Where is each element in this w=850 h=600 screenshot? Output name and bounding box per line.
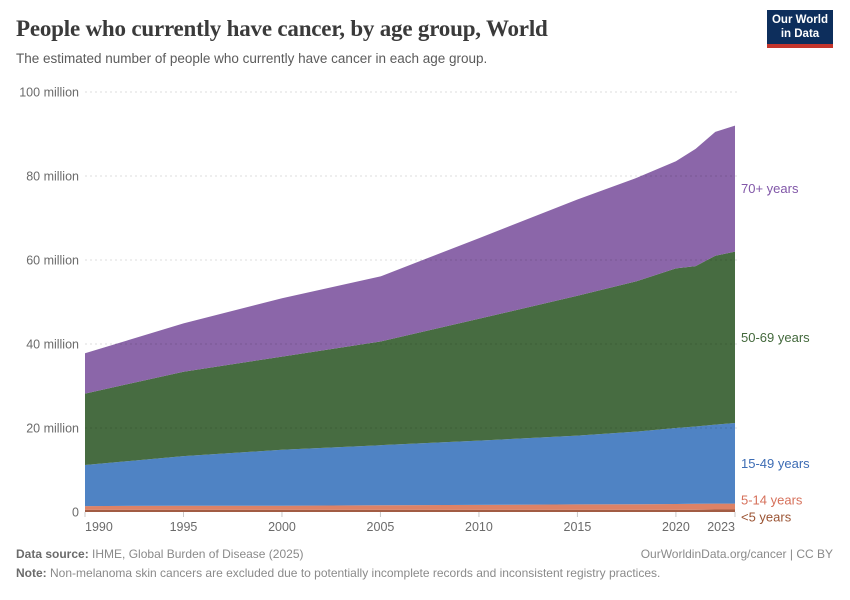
x-axis-label-2020: 2020: [662, 520, 690, 534]
footer-right: OurWorldinData.org/cancer | CC BY: [641, 545, 833, 564]
note-value: Non-melanoma skin cancers are excluded d…: [50, 566, 661, 581]
series-label-15-49-years: 15-49 years: [741, 456, 810, 471]
data-source-label: Data source:: [16, 547, 89, 561]
y-axis-label-20: 20 million: [26, 422, 79, 436]
x-axis-label-2000: 2000: [268, 520, 296, 534]
note-label: Note:: [16, 566, 47, 581]
owid-logo[interactable]: Our World in Data: [767, 10, 833, 48]
area-50-69-years: [85, 251, 735, 465]
series-label-50-69-years: 50-69 years: [741, 330, 810, 345]
owid-url-link[interactable]: OurWorldinData.org/cancer: [640, 547, 787, 561]
series-label-70+-years: 70+ years: [741, 181, 799, 196]
owid-logo-line1: Our World: [771, 13, 828, 26]
x-axis-label-2023: 2023: [707, 520, 735, 534]
y-axis-label-80: 80 million: [26, 170, 79, 184]
x-axis-label-2015: 2015: [564, 520, 592, 534]
y-axis-label-0: 0: [72, 506, 79, 520]
series-label-5-14-years: 5-14 years: [741, 493, 803, 508]
x-axis-label-2005: 2005: [367, 520, 395, 534]
area--5-years: [85, 509, 735, 512]
owid-logo-line2: in Data: [780, 28, 820, 40]
chart-footer: Data source: IHME, Global Burden of Dise…: [16, 545, 833, 583]
y-axis-label-40: 40 million: [26, 338, 79, 352]
y-axis-label-60: 60 million: [26, 254, 79, 268]
chart-title: People who currently have cancer, by age…: [16, 16, 548, 41]
area-70+-years: [85, 125, 735, 394]
x-axis-label-2010: 2010: [465, 520, 493, 534]
x-axis-label-1990: 1990: [85, 520, 113, 534]
note-line: Note: Non-melanoma skin cancers are excl…: [16, 564, 833, 583]
area-15-49-years: [85, 423, 735, 507]
license-text: | CC BY: [789, 547, 833, 561]
y-axis-label-100: 100 million: [19, 86, 79, 100]
x-axis-label-1995: 1995: [170, 520, 198, 534]
area-5-14-years: [85, 503, 735, 510]
stacked-area-chart: 0 20 million 40 million 60 million 80 millio…: [0, 80, 850, 540]
series-label--5-years: <5 years: [741, 510, 792, 525]
data-source-line: Data source: IHME, Global Burden of Dise…: [16, 545, 303, 564]
chart-subtitle: The estimated number of people who curre…: [16, 51, 488, 66]
data-source-value: IHME, Global Burden of Disease (2025): [92, 547, 304, 561]
